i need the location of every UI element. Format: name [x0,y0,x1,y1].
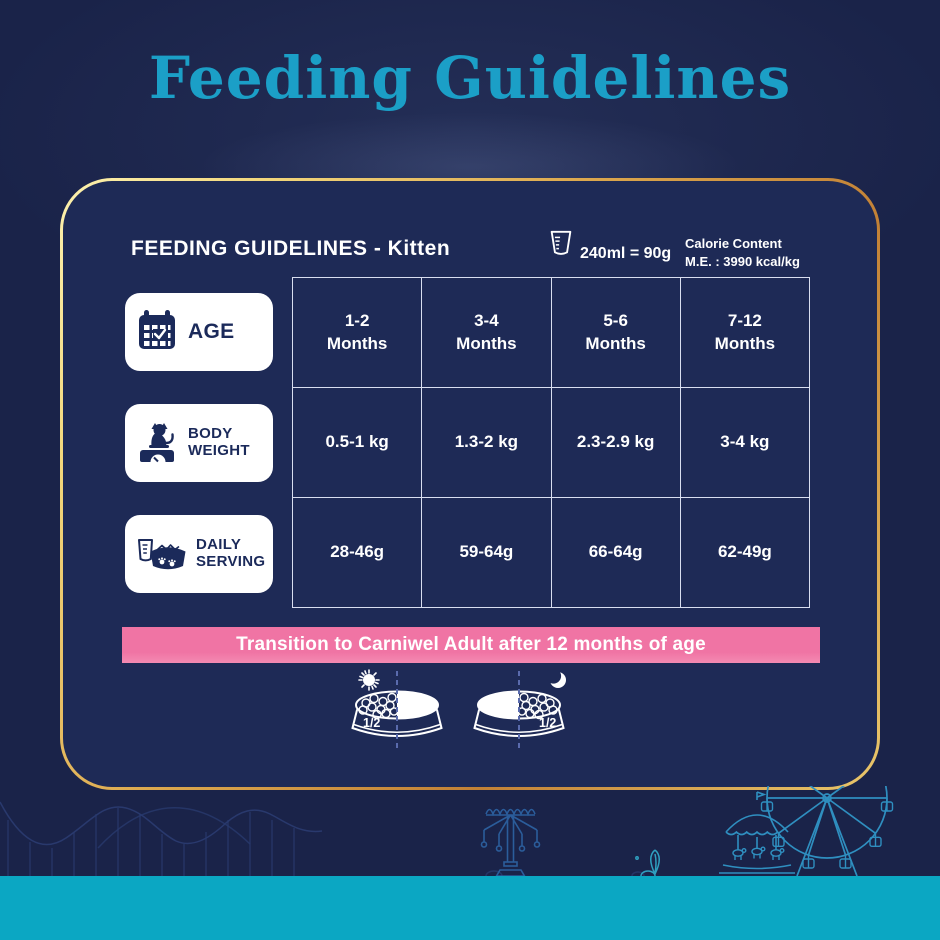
row-label-daily-serving: DAILY SERVING [125,515,273,593]
guidelines-panel: FEEDING GUIDELINES - Kitten 240ml = 90g … [63,181,877,787]
feeding-table: 1-2 Months 3-4 Months 5-6 Months 7-12 Mo… [292,277,810,608]
calorie-line1: Calorie Content [685,236,782,251]
table-cell-age-4: 7-12 Months [680,278,810,388]
ferris-wheel-art [760,786,894,876]
page-title: Feeding Guidelines [148,44,792,112]
measuring-cup-icon [547,227,575,264]
table-cell-weight-2: 1.3-2 kg [422,388,552,498]
moon-icon [545,668,566,688]
cat-on-scale-icon [135,419,179,468]
row-label-body-weight: BODY WEIGHT [125,404,273,482]
day-portion-figure: 1/2 [339,667,469,766]
roller-coaster-art [0,801,645,876]
row-label-text: DAILY SERVING [196,536,266,570]
calendar-icon [135,308,179,357]
table-cell-serving-4: 62-49g [680,498,810,608]
carousel-art [719,791,795,874]
calorie-line2: M.E. : 3990 kcal/kg [685,254,800,270]
table-cell-weight-3: 2.3-2.9 kg [551,388,681,498]
measure-note: 240ml = 90g [547,227,671,264]
bottom-teal-strip [0,876,940,940]
row-label-text: BODY WEIGHT [188,425,250,459]
table-cell-age-3: 5-6 Months [551,278,681,388]
transition-banner-text: Transition to Carniwel Adult after 12 mo… [236,634,706,655]
swing-ride-art [480,808,541,876]
table-cell-serving-1: 28-46g [293,498,423,608]
calorie-content: Calorie Content M.E. : 3990 kcal/kg [685,235,800,271]
panel-heading: FEEDING GUIDELINES - Kitten [131,237,451,260]
table-cell-age-1: 1-2 Months [293,278,423,388]
day-portion-label: 1/2 [363,716,380,730]
night-portion-label: 1/2 [539,716,556,730]
row-label-age: AGE [125,293,273,371]
measure-text: 240ml = 90g [580,245,672,262]
amusement-park-decoration [0,786,894,876]
gold-border-panel: FEEDING GUIDELINES - Kitten 240ml = 90g … [60,178,880,790]
night-portion-figure: 1/2 [461,667,591,766]
food-bowl-icon [135,530,187,579]
row-label-text: AGE [188,320,235,344]
table-cell-serving-2: 59-64g [422,498,552,608]
table-cell-age-2: 3-4 Months [422,278,552,388]
plant-art [635,849,660,876]
table-cell-weight-4: 3-4 kg [680,388,810,498]
sun-icon [358,669,380,691]
table-cell-weight-1: 0.5-1 kg [293,388,423,498]
table-cell-serving-3: 66-64g [551,498,681,608]
transition-banner: Transition to Carniwel Adult after 12 mo… [122,627,820,663]
